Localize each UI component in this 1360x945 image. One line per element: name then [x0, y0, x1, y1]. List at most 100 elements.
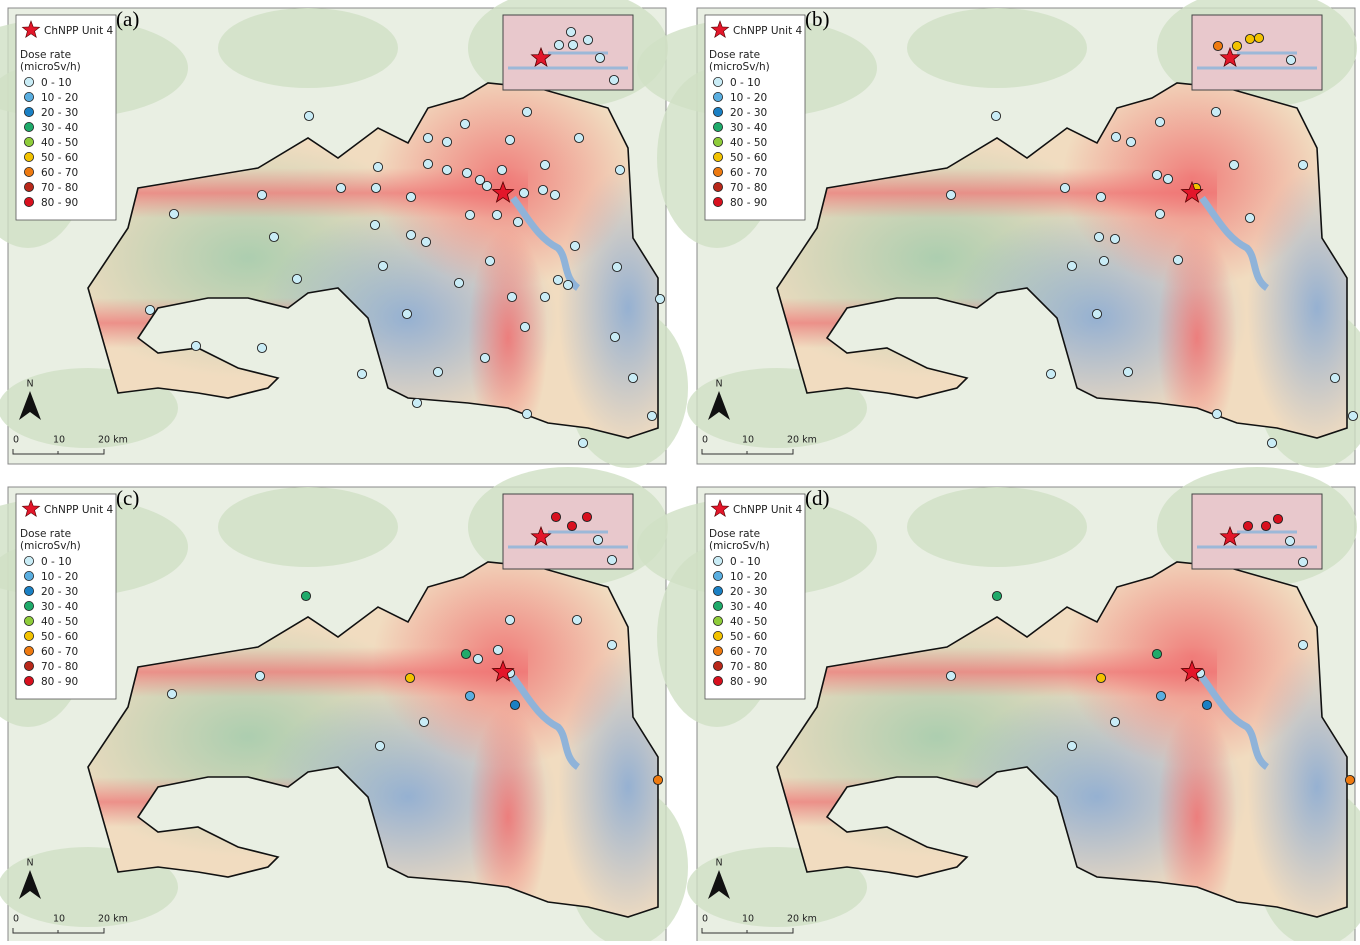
panel-label: (d): [805, 486, 830, 510]
legend-swatch: [713, 661, 722, 670]
dose-point: [567, 521, 576, 530]
legend-swatch: [24, 77, 33, 86]
scale-label: 0: [13, 435, 19, 446]
legend-swatch: [24, 137, 33, 146]
legend-class-label: 70 - 80: [730, 661, 767, 673]
dose-point: [647, 411, 656, 420]
dose-point: [653, 775, 662, 784]
legend-swatch: [713, 77, 722, 86]
dose-point: [1229, 160, 1238, 169]
dose-point: [421, 237, 430, 246]
dose-point: [378, 261, 387, 270]
legend-swatch: [713, 92, 722, 101]
dose-point: [405, 673, 414, 682]
legend-star-label: ChNPP Unit 4: [733, 25, 803, 37]
legend-swatch: [24, 676, 33, 685]
legend-swatch: [24, 571, 33, 580]
dose-point: [1330, 373, 1339, 382]
dose-point: [505, 135, 514, 144]
dose-point: [336, 183, 345, 192]
dose-point: [370, 220, 379, 229]
dose-point: [1298, 160, 1307, 169]
dose-point: [574, 133, 583, 142]
dose-point: [1110, 234, 1119, 243]
legend-class-label: 60 - 70: [730, 646, 767, 658]
forest-area: [218, 487, 398, 567]
scale-label: 0: [702, 435, 708, 446]
dose-point: [946, 190, 955, 199]
dose-point: [1273, 514, 1282, 523]
scale-label: 20 km: [787, 435, 817, 446]
legend-class-label: 60 - 70: [41, 167, 78, 179]
dose-point: [1152, 649, 1161, 658]
dose-point: [609, 75, 618, 84]
legend-unit: (microSv/h): [709, 540, 770, 552]
scale-label: 10: [53, 914, 65, 925]
dose-point: [520, 322, 529, 331]
legend-swatch: [24, 601, 33, 610]
legend-class-label: 70 - 80: [41, 661, 78, 673]
legend-title: Dose rate: [709, 528, 760, 540]
scale-label: 10: [742, 914, 754, 925]
legend-swatch: [24, 152, 33, 161]
scale-label: 0: [702, 914, 708, 925]
dose-point: [454, 278, 463, 287]
dose-point: [373, 162, 382, 171]
dose-point: [1285, 536, 1294, 545]
legend-class-label: 80 - 90: [41, 676, 78, 688]
dose-point: [1211, 107, 1220, 116]
figure: ChNPP Unit 4 Dose rate(microSv/h) 0 - 10 10…: [0, 0, 1360, 941]
legend-class-label: 0 - 10: [41, 77, 72, 89]
legend-class-label: 60 - 70: [41, 646, 78, 658]
dose-point: [460, 119, 469, 128]
legend-class-label: 0 - 10: [730, 556, 761, 568]
legend-class-label: 80 - 90: [730, 676, 767, 688]
dose-point: [595, 53, 604, 62]
legend-class-label: 30 - 40: [730, 122, 767, 134]
legend-class-label: 40 - 50: [41, 616, 78, 628]
legend-class-label: 20 - 30: [730, 586, 767, 598]
dose-point: [1243, 521, 1252, 530]
map-panel: ChNPP Unit 4Dose rate(microSv/h)0 - 1010…: [0, 467, 698, 941]
north-label: N: [26, 858, 33, 869]
legend-swatch: [713, 197, 722, 206]
dose-point: [615, 165, 624, 174]
legend-swatch: [713, 137, 722, 146]
dose-point: [570, 241, 579, 250]
legend-class-label: 0 - 10: [41, 556, 72, 568]
dose-point: [628, 373, 637, 382]
dose-point: [357, 369, 366, 378]
legend-class-label: 20 - 30: [730, 107, 767, 119]
dose-point: [1156, 691, 1165, 700]
dose-point: [412, 398, 421, 407]
dose-point: [1245, 34, 1254, 43]
dose-point: [1213, 41, 1222, 50]
legend-swatch: [713, 167, 722, 176]
legend-swatch: [24, 646, 33, 655]
dose-point: [1094, 232, 1103, 241]
dose-point: [513, 217, 522, 226]
legend-class-label: 0 - 10: [730, 77, 761, 89]
legend-class-label: 30 - 40: [41, 601, 78, 613]
dose-point: [655, 294, 664, 303]
legend-class-label: 30 - 40: [41, 122, 78, 134]
legend-swatch: [713, 646, 722, 655]
legend-swatch: [713, 152, 722, 161]
dose-point: [482, 181, 491, 190]
forest-area: [907, 8, 1087, 88]
legend-swatch: [713, 601, 722, 610]
dose-point: [169, 209, 178, 218]
legend-swatch: [713, 631, 722, 640]
dose-point: [145, 305, 154, 314]
legend-swatch: [713, 586, 722, 595]
legend-swatch: [24, 556, 33, 565]
scale-label: 20 km: [787, 914, 817, 925]
dose-point: [1254, 33, 1263, 42]
dose-point: [375, 741, 384, 750]
dose-point: [946, 671, 955, 680]
dose-point: [540, 160, 549, 169]
dose-point: [461, 649, 470, 658]
dose-point: [1092, 309, 1101, 318]
dose-point: [1348, 411, 1357, 420]
